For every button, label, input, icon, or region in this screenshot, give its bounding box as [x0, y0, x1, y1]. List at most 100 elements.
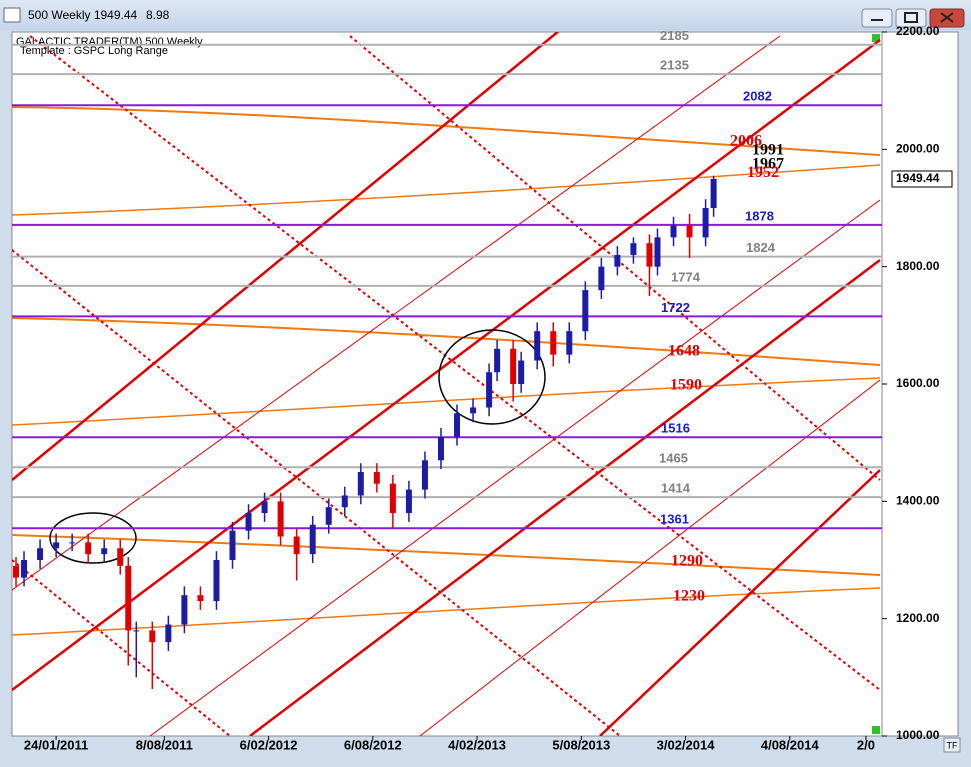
candle-body: [598, 266, 605, 291]
candle-body: [69, 542, 76, 544]
candle-body: [421, 460, 428, 490]
candle-body: [21, 560, 28, 578]
x-tick-label: 4/02/2013: [448, 737, 506, 752]
candle-body: [670, 225, 677, 238]
y-tick-label: 1800.00: [896, 259, 940, 273]
candle-body: [149, 630, 156, 643]
last-price-label: 1949.44: [896, 171, 940, 185]
candle-body: [654, 237, 661, 267]
level-label: 2185: [660, 28, 689, 43]
x-tick-label: 8/08/2011: [136, 737, 193, 752]
candle-body: [229, 530, 236, 560]
app-icon: [3, 7, 21, 23]
last-price-box: [891, 170, 953, 188]
candle-body: [614, 254, 621, 267]
candle-body: [510, 348, 517, 384]
candle-body: [133, 630, 140, 632]
x-tick-label: 6/02/2012: [240, 737, 298, 752]
levels: [12, 43, 882, 530]
level-label: 1991: [752, 141, 784, 158]
level-label: 1230: [673, 588, 705, 605]
candle-body: [566, 331, 573, 355]
candle-body: [101, 548, 108, 555]
highlight-ellipse: [438, 329, 546, 425]
level-label: 1290: [671, 553, 703, 570]
x-tick-label: 3/02/2014: [657, 737, 716, 752]
candle-body: [494, 348, 501, 373]
plot-area: [11, 31, 883, 737]
restore-button[interactable]: [895, 8, 927, 28]
window-title: 500 Weekly 1949.44: [28, 8, 138, 22]
candle-body: [470, 407, 477, 414]
candle-body: [373, 472, 380, 484]
candle-body: [437, 436, 444, 461]
candle-body: [341, 495, 348, 508]
candle-body: [53, 542, 60, 549]
x-tick-label: 4/08/2014: [761, 737, 820, 752]
candle-body: [245, 513, 252, 531]
candle-body: [309, 524, 316, 555]
price-axis: [881, 31, 959, 737]
y-tick-label: 2200.00: [896, 24, 940, 38]
y-tick-label: 1600.00: [896, 376, 940, 390]
button-glyphs: [871, 12, 954, 23]
candle-body: [405, 489, 412, 514]
candle-body: [37, 548, 44, 560]
x-tick-label: 24/01/2011: [24, 737, 88, 752]
candle-body: [357, 472, 364, 496]
title-bar: [0, 0, 971, 30]
level-label: 2082: [743, 89, 772, 104]
level-label: 1516: [661, 421, 690, 436]
candle-body: [550, 331, 557, 355]
candle-body: [686, 225, 693, 238]
level-label: 1361: [660, 512, 689, 527]
candle-body: [261, 501, 268, 514]
candle-body: [646, 243, 653, 267]
candle-body: [125, 565, 132, 631]
level-label: 1774: [671, 269, 701, 284]
x-tick-label: 6/08/2012: [344, 737, 402, 752]
y-tick-label: 2000.00: [896, 142, 940, 156]
tf-label[interactable]: TF: [947, 740, 958, 750]
candle-body: [277, 501, 284, 537]
level-label: 1824: [746, 240, 776, 255]
candle-body: [181, 595, 188, 625]
marker: [872, 726, 880, 734]
x-tick-label: 5/08/2013: [552, 737, 610, 752]
y-tick-label: 1000.00: [896, 728, 940, 742]
x-tick-label: 2/0: [857, 737, 875, 752]
candle-body: [13, 565, 20, 578]
candle-body: [117, 548, 124, 566]
candle-body: [710, 178, 717, 208]
candle-body: [325, 507, 332, 525]
candle-body: [197, 595, 204, 602]
candle-body: [213, 560, 220, 602]
y-tick-label: 1200.00: [896, 611, 940, 625]
marker: [872, 34, 880, 42]
candle-body: [165, 624, 172, 643]
candle-body: [454, 413, 461, 437]
level-label: 1590: [670, 377, 702, 394]
candle-body: [630, 243, 637, 255]
tf-button[interactable]: [943, 737, 961, 753]
level-label: 1967: [752, 155, 784, 172]
minimize-button[interactable]: [861, 8, 893, 28]
window-change: 8.98: [146, 8, 170, 22]
level-label: 1465: [659, 451, 688, 466]
template-text: Template : GSPC Long Range: [20, 45, 168, 57]
candle-body: [486, 372, 493, 408]
candle-body: [518, 360, 525, 384]
level-label: 1952: [747, 164, 779, 181]
level-label: 2135: [660, 58, 689, 73]
candle-body: [293, 536, 300, 555]
candle-body: [534, 331, 541, 361]
highlight-ellipse: [49, 512, 137, 564]
level-label: 2006: [730, 132, 762, 149]
candle-body: [582, 290, 589, 332]
y-tick-label: 1400.00: [896, 494, 940, 508]
level-label: 1878: [745, 208, 774, 223]
level-label: 1648: [668, 343, 700, 360]
